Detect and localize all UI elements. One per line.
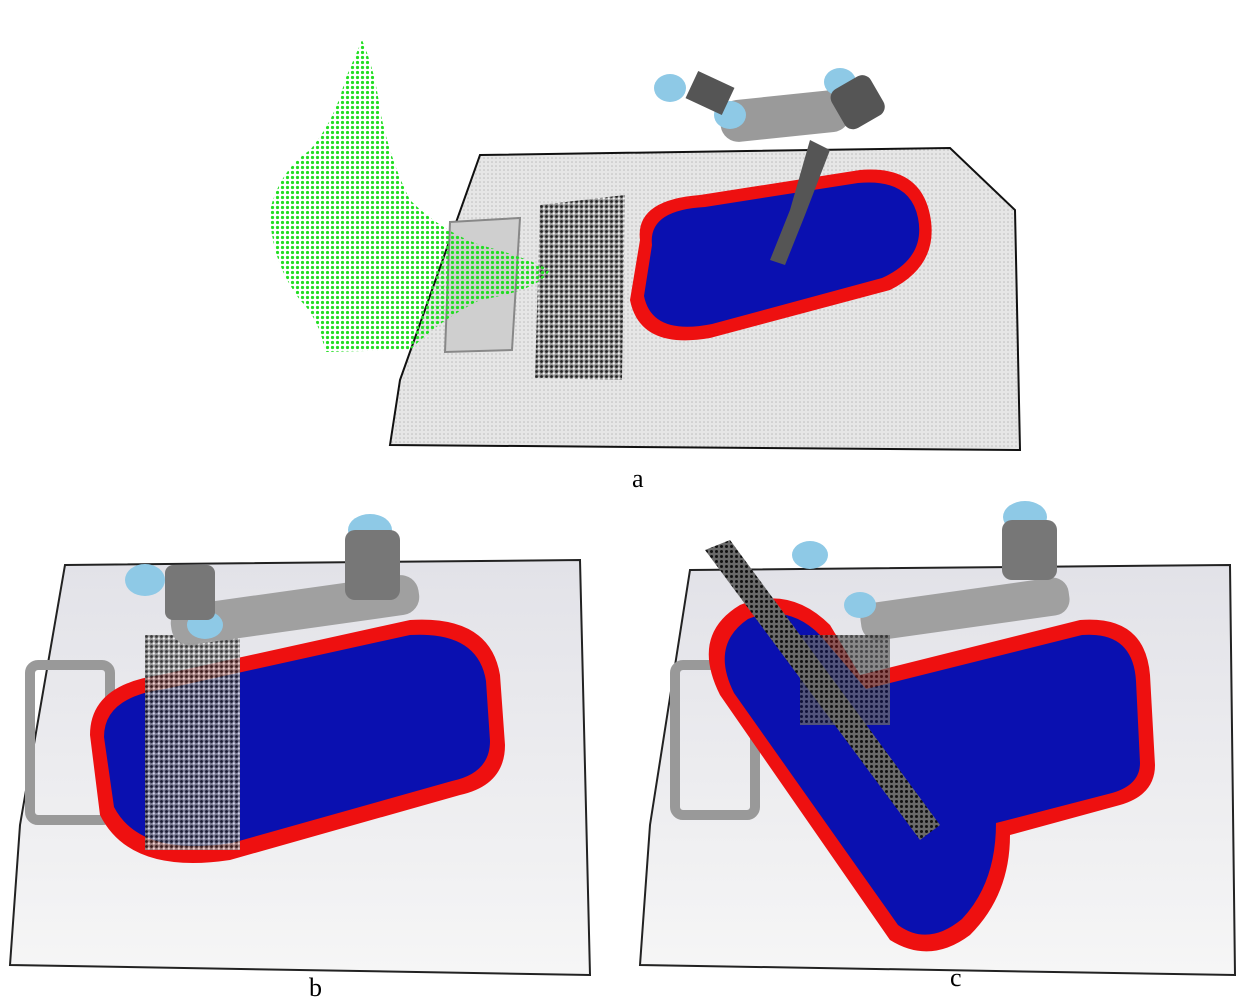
panel-b-label: b (309, 973, 322, 1002)
robot-joint-1 (125, 564, 165, 596)
robot-joint-1 (792, 541, 828, 569)
robot-arm (654, 68, 885, 265)
panel-a-point-cloud-scene (250, 0, 1030, 465)
robot-joint-2 (844, 592, 876, 618)
fixture-rack (535, 195, 625, 380)
panel-c-svg (638, 501, 1237, 977)
panel-a-svg (270, 40, 1022, 452)
panel-b-point-cloud-scene (0, 505, 600, 980)
human-point-cloud (270, 40, 550, 352)
panel-b-svg (8, 514, 592, 977)
panel-c-point-cloud-scene (630, 495, 1239, 985)
robot-joint-1 (654, 74, 686, 102)
fixture-rack (145, 635, 240, 850)
panel-a-label: a (632, 464, 644, 493)
panel-c-label: c (950, 963, 962, 992)
robot-arm (125, 514, 420, 645)
robot-arm (792, 501, 1070, 641)
fixture-rack (800, 635, 890, 725)
